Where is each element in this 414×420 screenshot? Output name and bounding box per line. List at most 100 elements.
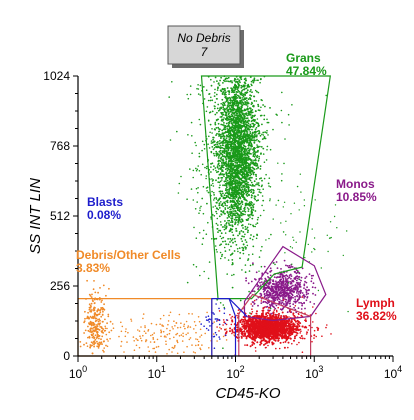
event-dot xyxy=(201,149,203,152)
event-dot xyxy=(234,140,237,143)
event-dot xyxy=(238,185,241,187)
event-dot xyxy=(250,234,252,236)
event-dot xyxy=(248,194,250,197)
event-dot xyxy=(245,241,248,244)
event-dot xyxy=(233,166,236,169)
event-dot xyxy=(244,174,247,176)
event-dot xyxy=(230,149,233,152)
event-dot xyxy=(253,115,256,118)
event-dot xyxy=(305,299,308,302)
event-dot xyxy=(241,152,244,155)
event-dot xyxy=(236,175,239,178)
event-dot xyxy=(235,80,238,83)
event-dot xyxy=(292,296,294,299)
event-dot xyxy=(216,154,218,156)
event-dot xyxy=(289,290,292,293)
event-dot xyxy=(231,172,234,175)
event-dot xyxy=(253,150,256,153)
event-dot xyxy=(264,287,267,290)
event-dot xyxy=(237,220,240,223)
event-dot xyxy=(308,273,311,275)
event-dot xyxy=(254,123,256,126)
event-dot xyxy=(215,98,218,100)
event-dot xyxy=(241,269,243,271)
event-dot xyxy=(224,207,227,209)
event-dot xyxy=(244,271,247,274)
event-dot xyxy=(226,186,228,189)
event-dot xyxy=(231,218,233,220)
event-dot xyxy=(218,204,221,207)
event-dot xyxy=(196,168,199,171)
event-dot xyxy=(233,169,236,172)
event-dot xyxy=(248,114,250,116)
event-dot xyxy=(224,192,227,195)
event-dot xyxy=(254,89,257,92)
event-dot xyxy=(305,275,308,278)
title-tab[interactable]: No Debris 7 xyxy=(167,25,244,68)
event-dot xyxy=(213,165,215,168)
event-dot xyxy=(273,337,275,339)
event-dot xyxy=(203,148,206,150)
event-dot xyxy=(237,250,239,253)
event-dot xyxy=(198,170,201,172)
event-dot xyxy=(298,294,301,297)
event-dot xyxy=(297,276,300,278)
event-dot xyxy=(241,141,243,143)
event-dot xyxy=(229,157,232,160)
event-dot xyxy=(227,133,230,136)
event-dot xyxy=(210,184,213,186)
event-dot xyxy=(238,208,241,211)
event-dot xyxy=(169,139,172,141)
event-dot xyxy=(250,209,253,211)
event-dot xyxy=(246,99,248,102)
event-dot xyxy=(240,92,243,95)
event-dot xyxy=(263,118,266,121)
event-dot xyxy=(234,157,237,160)
event-dot xyxy=(286,311,289,314)
event-dot xyxy=(232,118,235,121)
event-dot xyxy=(288,287,290,290)
event-dot xyxy=(228,122,231,124)
event-dot xyxy=(250,116,253,119)
event-dot xyxy=(211,110,214,113)
event-dot xyxy=(240,183,243,186)
event-dot xyxy=(255,183,257,186)
event-dot xyxy=(243,181,246,184)
event-dot xyxy=(311,277,313,280)
event-dot xyxy=(209,131,211,134)
event-dot xyxy=(228,187,231,190)
event-dot xyxy=(221,98,224,101)
event-dot xyxy=(242,195,245,198)
event-dot xyxy=(231,96,233,99)
event-dot xyxy=(246,207,249,209)
event-dot xyxy=(231,197,233,200)
event-dot xyxy=(226,127,229,130)
event-dot xyxy=(238,247,241,250)
event-dot xyxy=(295,275,298,278)
event-dot xyxy=(308,288,310,291)
event-dot xyxy=(221,163,223,165)
event-dot xyxy=(223,93,226,96)
event-dot xyxy=(265,297,268,300)
event-dot xyxy=(210,151,213,154)
event-dot xyxy=(250,203,253,206)
event-dot xyxy=(232,234,235,237)
event-dot xyxy=(228,249,231,251)
event-dot xyxy=(226,217,229,219)
event-dot xyxy=(221,255,223,258)
event-dot xyxy=(222,196,225,199)
event-dot xyxy=(213,194,216,196)
event-dot xyxy=(239,81,241,84)
event-dot xyxy=(231,286,234,289)
event-dot xyxy=(238,146,240,149)
event-dot xyxy=(224,224,226,227)
event-dot xyxy=(269,267,272,270)
event-dot xyxy=(194,141,196,144)
event-dot xyxy=(241,174,244,177)
event-dot xyxy=(224,101,226,103)
event-dot xyxy=(228,115,230,117)
event-dot xyxy=(222,205,225,208)
event-dot xyxy=(240,230,243,232)
event-dot xyxy=(226,199,229,202)
event-dot xyxy=(229,104,231,107)
